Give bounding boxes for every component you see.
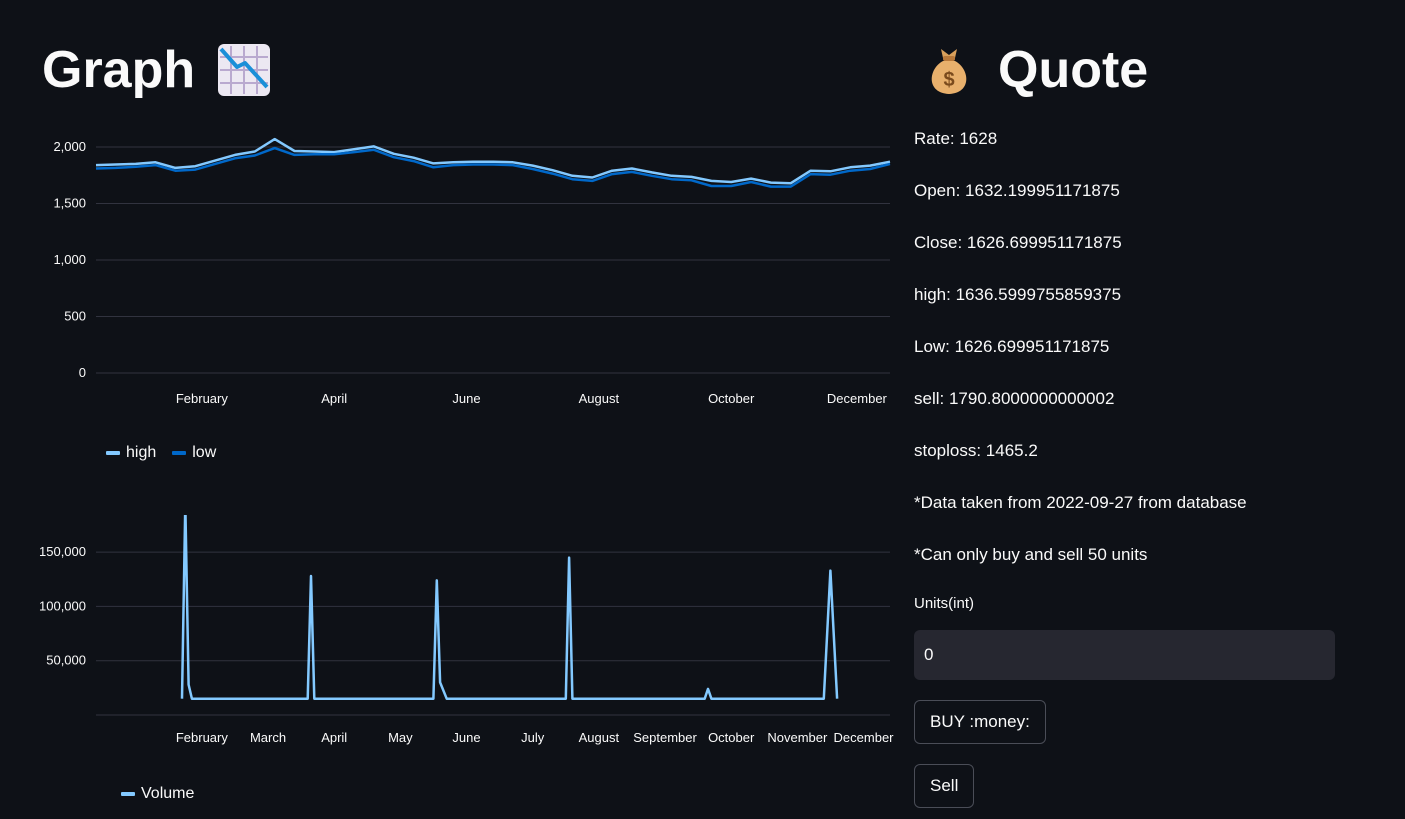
x-tick-label: October: [708, 730, 755, 745]
quote-title-text: Quote: [998, 41, 1149, 99]
legend-label-low: low: [192, 444, 217, 461]
buy-button[interactable]: BUY :money:: [914, 700, 1046, 744]
volume-chart-legend[interactable]: Volume: [121, 785, 194, 803]
quote-low: Low: 1626.699951171875: [914, 337, 1110, 356]
x-tick-label: February: [176, 730, 229, 745]
y-tick-label: 1,500: [53, 196, 86, 211]
svg-text:$: $: [943, 69, 954, 91]
series-line-low: [95, 146, 891, 188]
x-tick-label: April: [321, 391, 347, 406]
x-tick-label: March: [250, 730, 286, 745]
quote-high: high: 1636.5999755859375: [914, 285, 1122, 304]
x-tick-label: September: [633, 730, 697, 745]
x-tick-label: December: [827, 391, 888, 406]
legend-item-high[interactable]: high: [106, 444, 156, 462]
price-chart[interactable]: 2,000 1,500 1,000 500 0 February April June Augu…: [30, 125, 900, 415]
y-tick-label: 2,000: [53, 139, 86, 154]
x-tick-label: November: [767, 730, 828, 745]
graph-title: Graph: [42, 40, 271, 100]
x-tick-label: April: [321, 730, 347, 745]
x-tick-label: August: [579, 730, 620, 745]
quote-sell: sell: 1790.8000000000002: [914, 389, 1115, 408]
x-tick-label: December: [834, 730, 895, 745]
x-tick-label: October: [708, 391, 755, 406]
quote-stoploss: stoploss: 1465.2: [914, 441, 1038, 460]
x-tick-label: February: [176, 391, 229, 406]
legend-swatch-high: [106, 451, 120, 455]
units-limit-note: *Can only buy and sell 50 units: [914, 545, 1148, 564]
legend-item-low[interactable]: low: [172, 444, 216, 462]
legend-item-volume[interactable]: Volume: [121, 785, 194, 803]
x-tick-label: May: [388, 730, 413, 745]
y-tick-label: 150,000: [39, 544, 86, 559]
x-tick-label: June: [452, 730, 480, 745]
sell-button[interactable]: Sell: [914, 764, 975, 808]
y-tick-label: 500: [64, 309, 86, 324]
chart-decreasing-icon: [218, 44, 271, 96]
graph-title-text: Graph: [42, 41, 196, 99]
quote-rate: Rate: 1628: [914, 129, 998, 148]
series-line-high: [95, 137, 891, 185]
units-label: Units(int): [914, 595, 975, 612]
units-input[interactable]: [914, 630, 1335, 680]
x-tick-label: July: [521, 730, 545, 745]
y-tick-label: 0: [79, 365, 86, 380]
money-bag-icon: $: [931, 49, 967, 94]
y-tick-label: 100,000: [39, 598, 86, 613]
legend-swatch-volume: [121, 792, 135, 796]
quote-close: Close: 1626.699951171875: [914, 233, 1122, 252]
volume-chart[interactable]: 150,000 100,000 50,000 February March April Ma…: [30, 515, 900, 760]
price-chart-legend[interactable]: high low: [106, 444, 216, 462]
y-tick-label: 1,000: [53, 252, 86, 267]
data-source-note: *Data taken from 2022-09-27 from databas…: [914, 493, 1247, 512]
legend-swatch-low: [172, 451, 187, 455]
x-tick-label: August: [579, 391, 620, 406]
legend-label-volume: Volume: [141, 785, 195, 802]
x-tick-label: June: [452, 391, 480, 406]
series-line-volume: [180, 515, 839, 700]
quote-title: $ Quote: [922, 40, 1148, 100]
quote-open: Open: 1632.199951171875: [914, 181, 1120, 200]
legend-label-high: high: [126, 444, 157, 461]
y-tick-label: 50,000: [46, 653, 86, 668]
